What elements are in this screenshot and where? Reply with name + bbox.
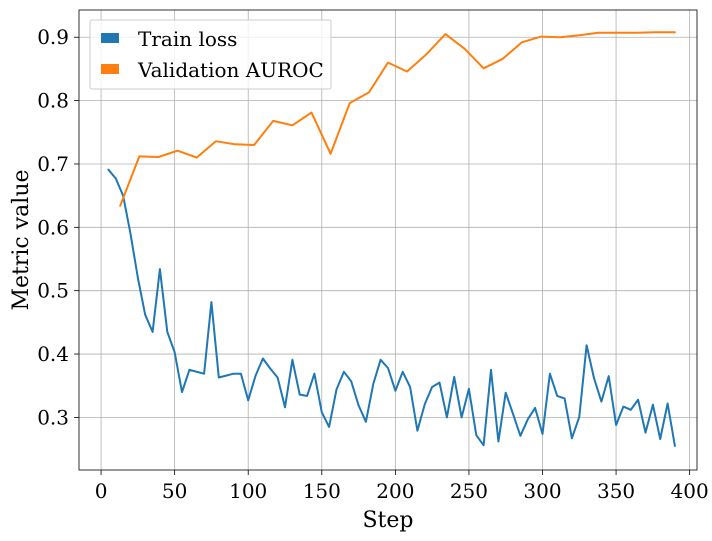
x-axis-label: Step	[362, 508, 413, 533]
x-tick-label: 250	[450, 479, 488, 503]
x-tick-label: 100	[229, 479, 267, 503]
legend-label: Train loss	[138, 27, 237, 51]
axis-ticks: 0 50 100 150 200 250 300 350 400 0.3 0.4 0.5 0.6 0.7 0…	[37, 25, 709, 503]
legend-label: Validation AUROC	[137, 58, 324, 82]
series-line-0	[107, 168, 676, 447]
legend-swatch	[101, 33, 119, 43]
x-tick-label: 50	[162, 479, 187, 503]
series-line-1	[119, 31, 676, 207]
x-tick-label: 350	[597, 479, 635, 503]
y-axis-label: Metric value	[9, 169, 34, 310]
x-tick-label: 200	[376, 479, 414, 503]
y-tick-label: 0.5	[37, 279, 69, 303]
x-tick-label: 150	[303, 479, 341, 503]
y-tick-label: 0.9	[37, 25, 69, 49]
plot-frame	[78, 9, 698, 471]
legend-swatch	[101, 64, 119, 74]
x-tick-label: 0	[95, 479, 108, 503]
y-tick-label: 0.8	[37, 89, 69, 113]
y-tick-label: 0.4	[37, 342, 69, 366]
legend-box	[89, 19, 332, 90]
legend: Train loss Validation AUROC	[89, 19, 332, 90]
y-tick-label: 0.7	[37, 152, 69, 176]
y-tick-label: 0.3	[37, 405, 69, 429]
x-tick-label: 400	[671, 479, 709, 503]
x-tick-label: 300	[523, 479, 561, 503]
y-tick-label: 0.6	[37, 215, 69, 239]
series-lines	[107, 31, 676, 447]
